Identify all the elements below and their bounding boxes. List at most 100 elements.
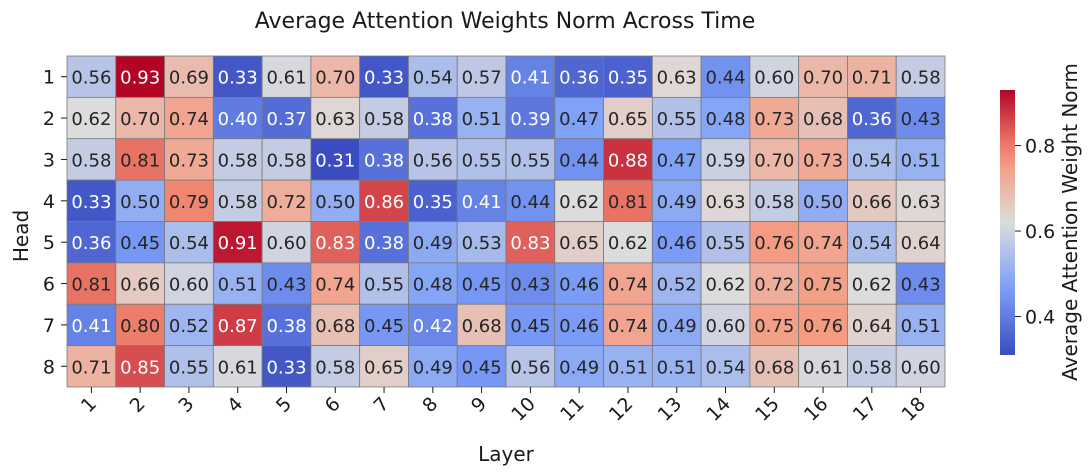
- heatmap-cell: [651, 345, 702, 388]
- heatmap-cell: [505, 96, 556, 140]
- heatmap-cell: [700, 138, 751, 181]
- y-tick-label: 7: [43, 315, 55, 337]
- cell-value-label: 0.58: [266, 150, 306, 171]
- heatmap-cell: [895, 303, 946, 347]
- cell-value-label: 0.60: [169, 275, 209, 296]
- cell-value-label: 0.75: [754, 316, 794, 337]
- cell-value-label: 0.48: [705, 109, 745, 130]
- cell-value-label: 0.63: [901, 192, 941, 213]
- x-axis-label: Layer: [478, 442, 535, 466]
- cell-value-label: 0.43: [901, 109, 941, 130]
- colorbar-ticks: 0.4 0.6 0.8: [1015, 136, 1055, 329]
- cell-value-label: 0.33: [266, 357, 306, 378]
- y-tick-label: 5: [43, 232, 55, 254]
- heatmap-cell: [359, 221, 409, 264]
- heatmap-cell: [700, 55, 751, 98]
- cell-value-label: 0.49: [657, 192, 697, 213]
- cell-value-label: 0.48: [413, 275, 453, 296]
- heatmap-cell: [164, 345, 214, 388]
- heatmap-cell: [651, 96, 702, 140]
- cell-value-label: 0.56: [71, 68, 111, 89]
- cell-value-label: 0.74: [608, 316, 648, 337]
- heatmap-cell: [310, 262, 361, 305]
- heatmap-cell: [847, 345, 897, 388]
- heatmap-cell: [700, 179, 751, 222]
- cell-value-label: 0.62: [559, 192, 599, 213]
- heatmap-cell: [115, 96, 165, 140]
- cell-value-label: 0.68: [315, 316, 355, 337]
- heatmap-cell: [798, 221, 848, 264]
- cell-value-label: 0.74: [315, 275, 355, 296]
- cell-value-label: 0.70: [754, 150, 794, 171]
- heatmap-cell: [554, 303, 604, 347]
- cell-value-label: 0.64: [852, 316, 892, 337]
- heatmap-cell: [261, 345, 312, 388]
- cell-value-label: 0.81: [608, 192, 648, 213]
- heatmap-cell: [212, 262, 263, 305]
- heatmap-cell: [164, 221, 214, 264]
- heatmap-cell: [603, 221, 653, 264]
- x-tick-label: 7: [369, 393, 393, 417]
- cell-value-label: 0.75: [803, 275, 843, 296]
- y-axis-label: Head: [9, 210, 33, 262]
- heatmap-cell: [749, 262, 800, 305]
- cell-value-label: 0.46: [657, 233, 697, 254]
- heatmap-cell: [66, 55, 117, 98]
- cell-value-label: 0.68: [803, 109, 843, 130]
- heatmap-cell: [456, 221, 507, 264]
- heatmap-cell: [895, 55, 946, 98]
- x-tick-label: 16: [800, 393, 833, 426]
- heatmap-cell: [310, 138, 361, 181]
- heatmap-cell: [505, 179, 556, 222]
- heatmap-cell: [456, 262, 507, 305]
- heatmap-cell: [359, 96, 409, 140]
- cell-value-label: 0.43: [901, 275, 941, 296]
- cell-value-label: 0.36: [71, 233, 111, 254]
- cell-value-label: 0.66: [120, 275, 160, 296]
- x-tick-label: 12: [605, 393, 638, 426]
- cell-value-label: 0.81: [120, 150, 160, 171]
- cell-value-label: 0.68: [462, 316, 502, 337]
- x-tick-label: 6: [321, 393, 345, 417]
- cell-value-label: 0.85: [120, 357, 160, 378]
- heatmap-cell: [651, 179, 702, 222]
- heatmap-cell: [261, 262, 312, 305]
- cell-value-label: 0.47: [559, 109, 599, 130]
- heatmap-cell: [408, 262, 458, 305]
- x-tick-label: 3: [174, 393, 198, 417]
- cell-value-label: 0.54: [705, 357, 745, 378]
- x-tick-label: 14: [702, 393, 735, 426]
- cell-value-label: 0.93: [120, 68, 160, 89]
- heatmap-cell: [554, 221, 604, 264]
- y-axis-ticks: 1 2 3 4 5 6 7 8: [43, 67, 67, 378]
- x-tick-label: 10: [507, 393, 540, 426]
- heatmap-cell: [261, 303, 312, 347]
- cell-value-label: 0.63: [657, 68, 697, 89]
- cell-value-label: 0.37: [266, 109, 306, 130]
- heatmap-cell: [164, 55, 214, 98]
- cell-value-label: 0.55: [510, 150, 550, 171]
- cell-value-label: 0.74: [169, 109, 209, 130]
- cell-value-label: 0.55: [364, 275, 404, 296]
- cell-value-label: 0.66: [852, 192, 892, 213]
- cell-value-label: 0.46: [559, 275, 599, 296]
- cell-value-label: 0.33: [71, 192, 111, 213]
- heatmap-cell: [847, 262, 897, 305]
- heatmap-cell: [261, 221, 312, 264]
- x-tick-label: 2: [126, 393, 150, 417]
- chart-title: Average Attention Weights Norm Across Ti…: [255, 9, 756, 34]
- cell-value-label: 0.68: [754, 357, 794, 378]
- heatmap-cell: [115, 345, 165, 388]
- cell-value-label: 0.36: [852, 109, 892, 130]
- cell-value-label: 0.86: [364, 192, 404, 213]
- heatmap-cell: [359, 138, 409, 181]
- heatmap-cell: [554, 138, 604, 181]
- heatmap-cell: [212, 138, 263, 181]
- heatmap-cell: [115, 303, 165, 347]
- cell-value-label: 0.45: [364, 316, 404, 337]
- cell-value-label: 0.74: [608, 275, 648, 296]
- cell-value-label: 0.63: [705, 192, 745, 213]
- heatmap-cell: [895, 345, 946, 388]
- cell-value-label: 0.57: [462, 68, 502, 89]
- heatmap-cell: [164, 138, 214, 181]
